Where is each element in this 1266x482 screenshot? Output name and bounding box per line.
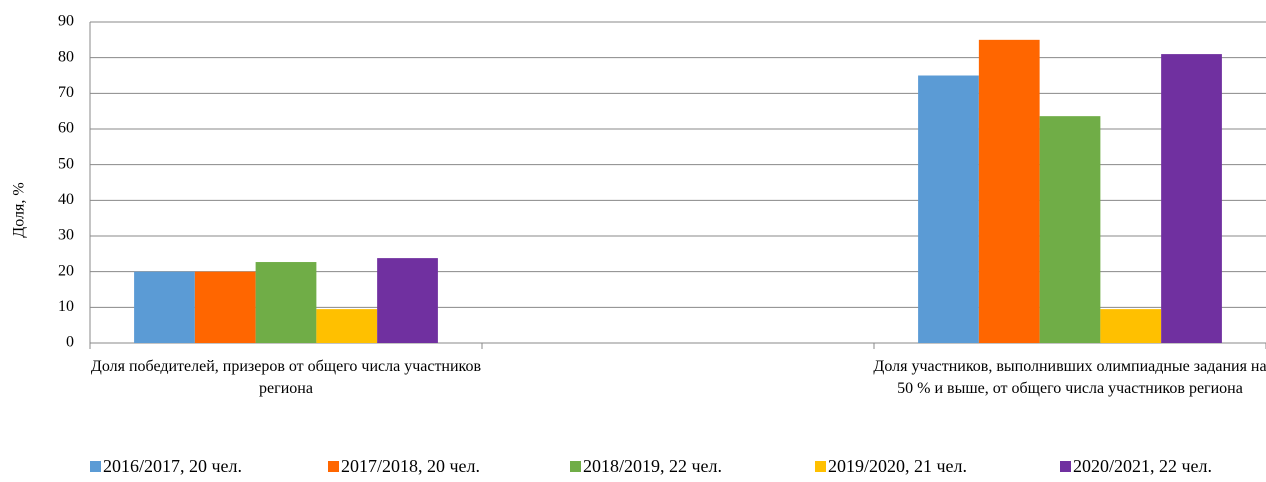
legend-swatch bbox=[90, 461, 101, 472]
legend: 2016/2017, 20 чел. 2017/2018, 20 чел. 2018… bbox=[0, 456, 1266, 482]
y-axis-label: Доля, % bbox=[11, 182, 28, 237]
y-tick-label: 80 bbox=[58, 48, 74, 65]
bar bbox=[377, 258, 438, 343]
x-tick-label: Доля победителей, призеров от общего чис… bbox=[90, 358, 482, 397]
legend-item: 2018/2019, 22 чел. bbox=[570, 456, 722, 477]
legend-item: 2019/2020, 21 чел. bbox=[815, 456, 967, 477]
bar bbox=[978, 39, 1040, 343]
legend-label: 2020/2021, 22 чел. bbox=[1073, 456, 1213, 476]
x-tick-label: Доля участников, выполнивших олимпиадные… bbox=[873, 358, 1266, 397]
y-tick-label: 0 bbox=[66, 334, 74, 351]
y-tick-label: 40 bbox=[58, 191, 74, 208]
bar bbox=[194, 271, 256, 343]
y-tick-label: 10 bbox=[58, 298, 74, 315]
legend-label: 2019/2020, 21 чел. bbox=[828, 456, 968, 476]
bar bbox=[918, 75, 979, 343]
legend-swatch bbox=[1060, 461, 1071, 472]
y-tick-label: 20 bbox=[58, 262, 74, 279]
y-tick-label: 60 bbox=[58, 120, 74, 137]
legend-item: 2016/2017, 20 чел. bbox=[90, 456, 242, 477]
bar bbox=[255, 262, 317, 343]
legend-label: 2018/2019, 22 чел. bbox=[583, 456, 723, 476]
legend-label: 2016/2017, 20 чел. bbox=[103, 456, 243, 476]
legend-swatch bbox=[815, 461, 826, 472]
bar bbox=[1161, 54, 1222, 343]
legend-item: 2020/2021, 22 чел. bbox=[1060, 456, 1212, 477]
legend-swatch bbox=[570, 461, 581, 472]
bar bbox=[1039, 116, 1101, 343]
y-tick-label: 90 bbox=[58, 13, 74, 30]
bar bbox=[134, 271, 195, 343]
bar bbox=[1100, 309, 1162, 343]
y-tick-label: 70 bbox=[58, 84, 74, 101]
legend-item: 2017/2018, 20 чел. bbox=[328, 456, 480, 477]
legend-swatch bbox=[328, 461, 339, 472]
legend-label: 2017/2018, 20 чел. bbox=[341, 456, 481, 476]
y-tick-label: 50 bbox=[58, 155, 74, 172]
bar bbox=[316, 309, 378, 343]
y-tick-label: 30 bbox=[58, 227, 74, 244]
